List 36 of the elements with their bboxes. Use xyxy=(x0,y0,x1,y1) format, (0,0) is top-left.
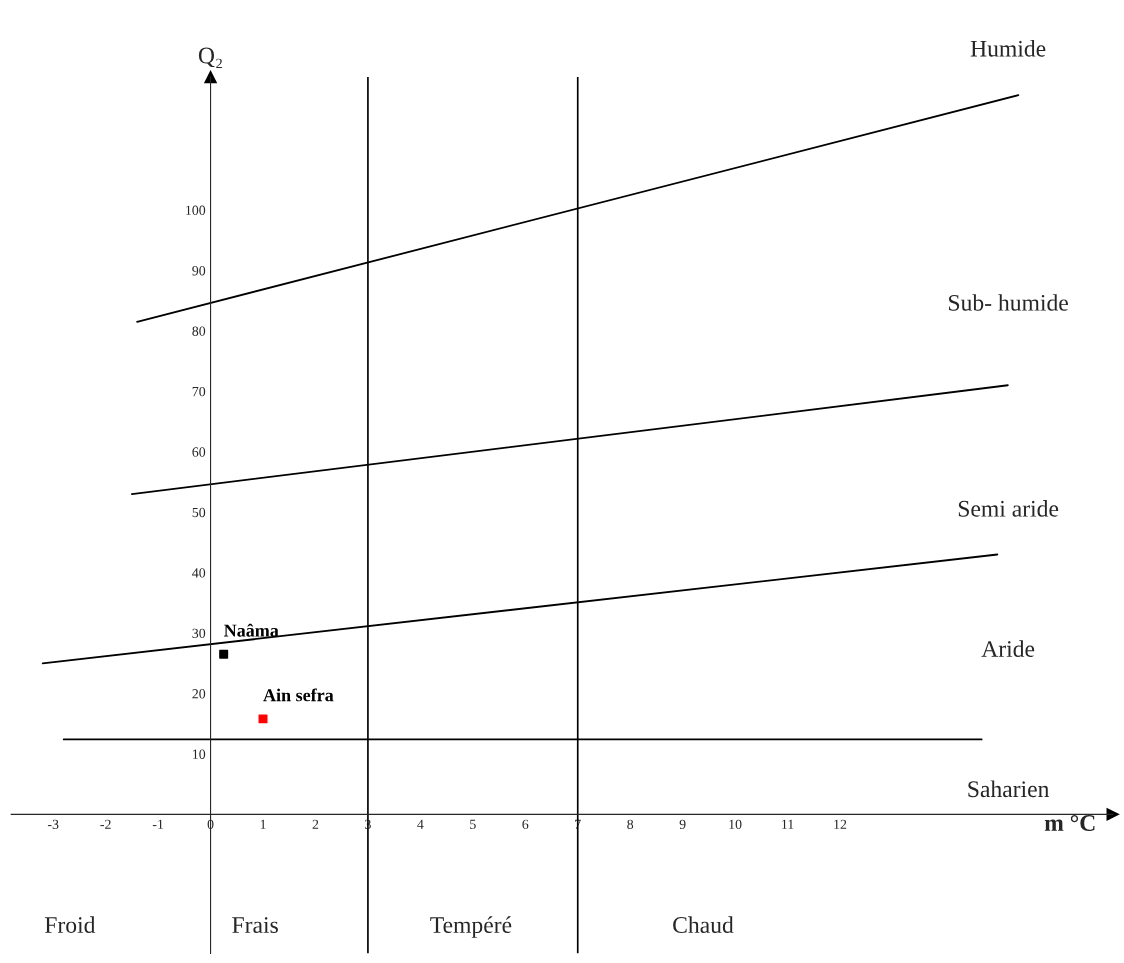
x-axis-title: m °C xyxy=(1044,815,1095,831)
x-tick-label: 2 xyxy=(312,819,319,829)
annotation: Froid xyxy=(44,916,96,933)
series-label: Naâma xyxy=(224,623,279,637)
text: Humide xyxy=(970,40,1046,57)
y-tick-label: 10 xyxy=(193,749,206,759)
x-tick-label: 6 xyxy=(522,819,529,829)
x-tick-label: 4 xyxy=(417,819,424,829)
annotation: Chaud xyxy=(673,916,734,933)
x-tick-label: 1 xyxy=(260,819,266,829)
x-tick-label: 5 xyxy=(470,819,476,829)
annotation: Frais xyxy=(232,917,278,933)
x-tick-label: 11 xyxy=(782,819,794,829)
x-tick-label: -1 xyxy=(152,819,164,829)
y-tick-label: 80 xyxy=(192,326,206,336)
series-label: Ain sefra xyxy=(263,688,334,702)
y-tick-label: 30 xyxy=(192,628,206,639)
x-tick-label: -2 xyxy=(100,819,111,829)
y-tick-label: 70 xyxy=(192,386,206,397)
x-tick-label: 9 xyxy=(679,819,686,829)
annotation: Tempéré xyxy=(430,916,512,938)
x-tick-label: -3 xyxy=(47,819,59,829)
annotation: Semi aride xyxy=(958,500,1059,517)
y-tick-label: 90 xyxy=(192,266,206,276)
y-tick-label: 100 xyxy=(186,205,206,215)
x-tick-label: 12 xyxy=(834,819,847,829)
annotation: Aride xyxy=(981,640,1035,657)
y-tick-label: 50 xyxy=(192,507,206,518)
x-tick-label: 8 xyxy=(627,819,634,829)
y-axis-title: Q₂ xyxy=(198,47,222,69)
y-tick-label: 60 xyxy=(192,447,206,457)
y-tick-label: 40 xyxy=(192,568,206,578)
annotation: Saharien xyxy=(968,780,1050,798)
annotation: Sub- humide xyxy=(949,294,1068,311)
y-tick-label: 20 xyxy=(192,689,206,699)
x-tick-label: 10 xyxy=(729,819,742,829)
